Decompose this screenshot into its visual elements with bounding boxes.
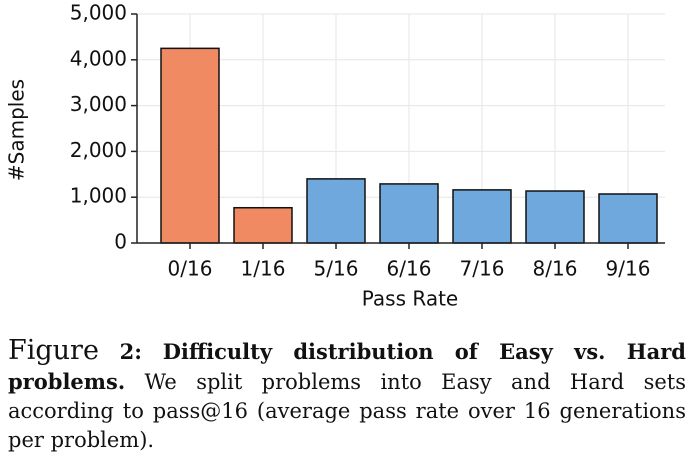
y-tick-label: 1,000 bbox=[70, 184, 127, 208]
x-tick-label: 9/16 bbox=[606, 257, 651, 281]
caption-number: 2: bbox=[119, 339, 142, 364]
chart: #Samples Pass Rate 0 1,000 2,000 3,000 4,000… bbox=[5, 1, 665, 311]
bar bbox=[306, 178, 366, 244]
bar bbox=[233, 206, 293, 244]
bar bbox=[452, 189, 512, 244]
x-tick-label: 7/16 bbox=[460, 257, 505, 281]
x-tick-label: 8/16 bbox=[533, 257, 578, 281]
x-axis-label: Pass Rate bbox=[362, 287, 458, 311]
x-tick-label: 5/16 bbox=[314, 257, 359, 281]
y-tick-label: 0 bbox=[114, 230, 127, 254]
x-tick-label: 0/16 bbox=[168, 257, 213, 281]
bar bbox=[525, 190, 585, 244]
y-tick-label: 5,000 bbox=[70, 1, 127, 25]
caption-label: Figure bbox=[8, 335, 99, 366]
y-axis-label: #Samples bbox=[5, 79, 29, 181]
bar bbox=[160, 47, 220, 244]
bar bbox=[598, 193, 658, 244]
x-tick-label: 6/16 bbox=[387, 257, 432, 281]
y-tick-label: 3,000 bbox=[70, 92, 127, 116]
bar bbox=[379, 183, 439, 244]
caption: Figure 2: Difficulty distribution of Eas… bbox=[8, 336, 686, 455]
x-tick-label: 1/16 bbox=[241, 257, 286, 281]
y-tick-label: 2,000 bbox=[70, 138, 127, 162]
caption-title: Difficulty distribution of Easy vs. Hard… bbox=[8, 339, 686, 394]
y-tick-label: 4,000 bbox=[70, 46, 127, 70]
